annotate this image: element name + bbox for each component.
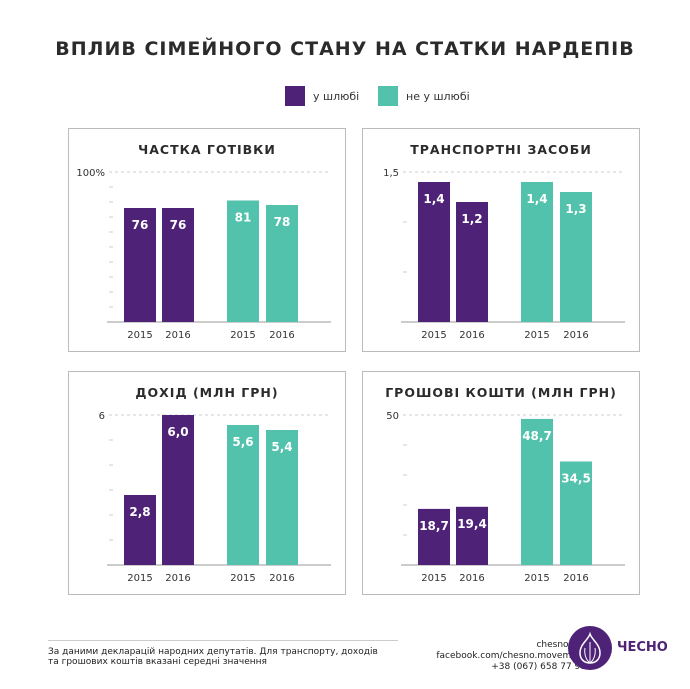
chart-title: ГРОШОВІ КОШТИ (МЛН ГРН): [385, 385, 617, 400]
bar-value-label: 76: [170, 218, 187, 232]
brand-name: ЧЕСНО: [617, 640, 668, 655]
site-link[interactable]: chesno.org: [536, 640, 586, 650]
x-tick-label: 2015: [524, 573, 549, 584]
bar: [456, 202, 488, 322]
footnote-line: та грошових коштів вказані середні значе…: [48, 657, 267, 667]
bar: [227, 200, 259, 322]
footnote: За даними декларацій народних депутатів.…: [48, 647, 408, 667]
bar: [162, 208, 194, 322]
bar: [124, 495, 156, 565]
y-tick-label: 100%: [76, 168, 105, 179]
bar-value-label: 19,4: [457, 517, 487, 531]
footnote-line: За даними декларацій народних депутатів.…: [48, 647, 378, 657]
bar-value-label: 5,6: [232, 435, 253, 449]
bar: [521, 418, 553, 565]
chart-title: ТРАНСПОРТНІ ЗАСОБИ: [410, 142, 592, 157]
y-tick-label: 50: [386, 411, 399, 422]
bar-value-label: 2,8: [129, 505, 150, 519]
x-tick-label: 2015: [230, 573, 255, 584]
x-tick-label: 2016: [459, 573, 484, 584]
garlic-logo-icon: [568, 626, 612, 670]
x-tick-label: 2015: [127, 330, 152, 341]
legend-label: у шлюбі: [313, 89, 360, 103]
legend-swatch: [285, 86, 305, 106]
x-tick-label: 2015: [421, 330, 446, 341]
footer-divider: [48, 640, 398, 641]
legend-swatch: [378, 86, 398, 106]
x-tick-label: 2016: [563, 573, 588, 584]
x-tick-label: 2016: [165, 573, 190, 584]
bar: [560, 192, 592, 322]
x-tick-label: 2015: [421, 573, 446, 584]
bar: [227, 425, 259, 565]
bar-value-label: 1,4: [526, 192, 547, 206]
x-tick-label: 2015: [524, 330, 549, 341]
panel-income: 6 2,8 2015 6,0 2016 5,6 2015 5,4 2016 ДОХІД (МЛН …: [68, 371, 346, 595]
bar-value-label: 81: [235, 211, 252, 225]
bar: [266, 205, 298, 322]
panel-cash-share: 100% 76 2015 76 2016 81 2015 78 2016 ЧАСТКА ГОТІВ…: [68, 128, 346, 352]
legend-married: у шлюбі: [285, 86, 359, 106]
bar-value-label: 48,7: [522, 429, 552, 443]
bar: [418, 182, 450, 322]
legend-label: не у шлюбі: [406, 89, 470, 103]
x-tick-label: 2016: [563, 330, 588, 341]
phone: +38 (067) 658 77 98: [491, 662, 586, 672]
y-tick-label: 1,5: [383, 168, 399, 179]
panel-money: 50 18,7 2015 19,4 2016 48,7 2015 34,5 2016 ГРОШОВ…: [362, 371, 640, 595]
x-tick-label: 2016: [165, 330, 190, 341]
chart-title: ДОХІД (МЛН ГРН): [135, 385, 279, 400]
bar-value-label: 78: [274, 215, 291, 229]
bar: [266, 430, 298, 565]
bar-value-label: 76: [132, 218, 149, 232]
bar: [521, 182, 553, 322]
bar-value-label: 1,4: [423, 192, 444, 206]
bar-value-label: 5,4: [271, 440, 292, 454]
bar-value-label: 1,2: [461, 212, 482, 226]
x-tick-label: 2016: [269, 573, 294, 584]
legend-unmarried: не у шлюбі: [378, 86, 470, 106]
x-tick-label: 2016: [269, 330, 294, 341]
bar-value-label: 1,3: [565, 202, 586, 216]
bar: [124, 208, 156, 322]
x-tick-label: 2016: [459, 330, 484, 341]
facebook-link[interactable]: facebook.com/chesno.movement: [436, 651, 586, 661]
bar-value-label: 18,7: [419, 519, 449, 533]
bar: [456, 506, 488, 565]
panel-vehicles: 1,5 1,4 2015 1,2 2016 1,4 2015 1,3 2016 ТРАНСПОРТ…: [362, 128, 640, 352]
bar-value-label: 34,5: [561, 472, 591, 486]
chart-title: ЧАСТКА ГОТІВКИ: [138, 142, 276, 157]
bar: [418, 508, 450, 565]
x-tick-label: 2015: [230, 330, 255, 341]
bar: [162, 415, 194, 565]
x-tick-label: 2015: [127, 573, 152, 584]
contacts: chesno.org facebook.com/chesno.movement +3…: [436, 640, 586, 673]
page-title: ВПЛИВ СІМЕЙНОГО СТАНУ НА СТАТКИ НАРДЕПІВ: [55, 38, 635, 60]
bar: [560, 461, 592, 565]
bar-value-label: 6,0: [167, 425, 188, 439]
y-tick-label: 6: [99, 411, 105, 422]
